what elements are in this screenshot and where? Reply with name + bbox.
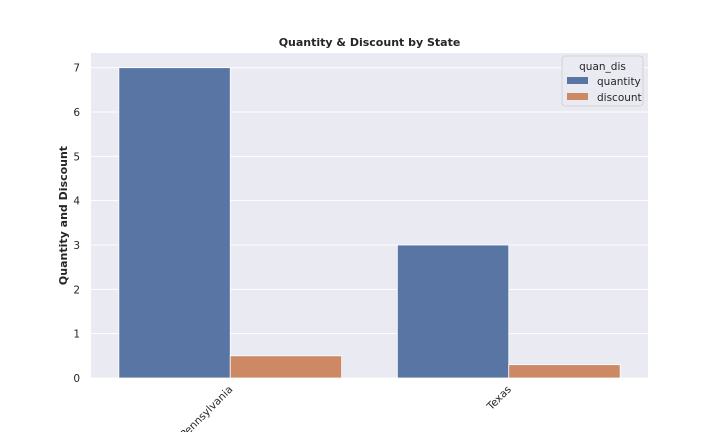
y-tick-label-1: 1 <box>73 329 80 341</box>
y-tick-label-2: 2 <box>73 284 80 296</box>
x-tick-label-pennsylvania: Pennsylvania <box>178 384 235 432</box>
legend-label-quantity: quantity <box>597 76 641 88</box>
bar-discount-pennsylvania <box>229 355 343 379</box>
bar-quantity-pennsylvania <box>118 67 231 379</box>
legend: quan_dis quantity discount <box>561 55 644 107</box>
legend-swatch-discount <box>567 93 588 100</box>
y-tick-label-5: 5 <box>73 151 80 163</box>
chart-title: Quantity & Discount by State <box>279 36 461 49</box>
x-tick-label-texas: Texas <box>484 384 514 414</box>
y-tick-label-4: 4 <box>73 196 80 208</box>
legend-title: quan_dis <box>579 61 626 73</box>
y-tick-label-7: 7 <box>73 63 80 75</box>
y-ticks: 0 1 2 3 4 5 6 7 <box>73 63 80 385</box>
y-tick-label-6: 6 <box>73 107 80 119</box>
bars <box>118 67 621 379</box>
y-axis-label: Quantity and Discount <box>57 146 70 285</box>
y-tick-label-0: 0 <box>73 373 80 385</box>
bar-quantity-texas <box>396 244 510 379</box>
x-ticks: Pennsylvania Texas <box>178 384 514 432</box>
bar-discount-texas <box>508 364 621 379</box>
legend-swatch-quantity <box>567 77 588 84</box>
y-tick-label-3: 3 <box>73 240 80 252</box>
legend-label-discount: discount <box>597 92 642 104</box>
